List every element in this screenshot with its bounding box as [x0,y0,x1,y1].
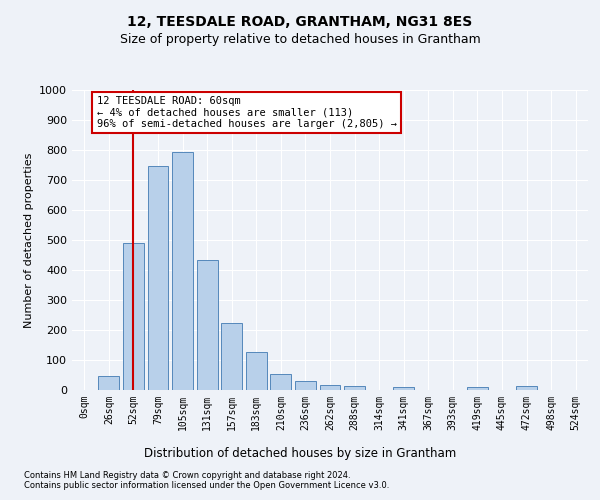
Bar [221,324,242,390]
Text: Contains public sector information licensed under the Open Government Licence v3: Contains public sector information licen… [24,480,389,490]
Y-axis label: Number of detached properties: Number of detached properties [23,152,34,328]
Text: Distribution of detached houses by size in Grantham: Distribution of detached houses by size … [144,448,456,460]
Bar [98,376,119,390]
Bar [344,386,365,390]
Bar [123,243,144,390]
Text: 12 TEESDALE ROAD: 60sqm
← 4% of detached houses are smaller (113)
96% of semi-de: 12 TEESDALE ROAD: 60sqm ← 4% of detached… [97,96,397,129]
Bar [467,387,488,390]
Bar [148,166,169,390]
Text: Contains HM Land Registry data © Crown copyright and database right 2024.: Contains HM Land Registry data © Crown c… [24,470,350,480]
Bar [295,381,316,390]
Text: Size of property relative to detached houses in Grantham: Size of property relative to detached ho… [119,32,481,46]
Bar [246,352,267,390]
Bar [516,386,537,390]
Bar [172,152,193,390]
Bar [320,384,340,390]
Text: 12, TEESDALE ROAD, GRANTHAM, NG31 8ES: 12, TEESDALE ROAD, GRANTHAM, NG31 8ES [127,15,473,29]
Bar [197,260,218,390]
Bar [271,374,292,390]
Bar [393,387,414,390]
